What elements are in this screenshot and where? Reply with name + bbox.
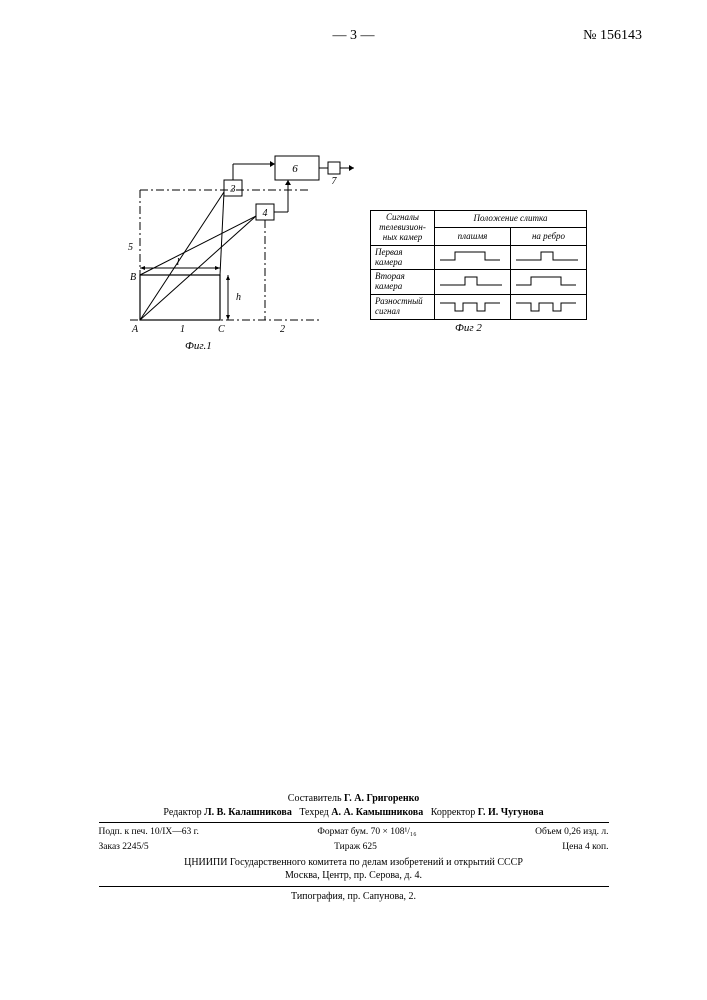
imprint-2b: Тираж 625	[334, 841, 377, 854]
document-number: № 156143	[583, 28, 642, 44]
fig1-caption: Фиг.1	[185, 340, 212, 352]
editor-label: Редактор	[163, 807, 201, 818]
imprint-row-1: Подп. к печ. 10/IX—63 г. Формат бум. 70 …	[99, 826, 609, 839]
signal-r2c2	[511, 270, 587, 295]
label-6: 6	[292, 163, 298, 175]
fig2-caption: Фиг 2	[455, 322, 482, 334]
compiler-label: Составитель	[288, 793, 342, 804]
typography-line: Типография, пр. Сапунова, 2.	[0, 890, 707, 904]
label-A: A	[131, 324, 139, 335]
addr-line: Москва, Центр, пр. Серова, д. 4.	[0, 869, 707, 883]
techred-name: А. А. Камышникова	[331, 807, 423, 818]
fig2-row2-label: Вторая камера	[371, 270, 435, 295]
corrector-name: Г. И. Чугунова	[478, 807, 544, 818]
imprint-2c: Цена 4 коп.	[562, 841, 608, 854]
fig2-row3-label: Разностный сигнал	[371, 295, 435, 320]
signal-r3c1	[435, 295, 511, 320]
imprint-row-2: Заказ 2245/5 Тираж 625 Цена 4 коп.	[99, 841, 609, 854]
label-C: C	[218, 324, 225, 335]
label-2: 2	[280, 324, 285, 335]
label-B: B	[130, 272, 136, 283]
fig2-table: Сигналы телевизион-ных камер Положение с…	[370, 210, 587, 320]
imprint-1a: Подп. к печ. 10/IX—63 г.	[99, 826, 199, 839]
label-h: h	[236, 292, 241, 303]
label-7: 7	[332, 176, 338, 187]
imprint-2a: Заказ 2245/5	[99, 841, 149, 854]
page-number: — 3 —	[333, 28, 375, 44]
signal-r3c2	[511, 295, 587, 320]
signal-r1c1	[435, 245, 511, 270]
imprint-1b: Формат бум. 70 × 108¹/₁₆	[317, 826, 416, 839]
label-1: 1	[180, 324, 185, 335]
imprint-1c: Объем 0,26 изд. л.	[535, 826, 608, 839]
editor-name: Л. В. Калашникова	[204, 807, 292, 818]
fig2-header-left: Сигналы телевизион-ных камер	[371, 211, 435, 246]
label-l: l	[177, 257, 180, 268]
techred-label: Техред	[299, 807, 328, 818]
fig2-row1-label: Первая камера	[371, 245, 435, 270]
fig2-col2: на ребро	[511, 228, 587, 245]
page-header: — 3 — № 156143	[0, 28, 707, 48]
label-4: 4	[263, 208, 268, 219]
signal-r1c2	[511, 245, 587, 270]
label-5: 5	[128, 242, 133, 253]
fig2-col1: плашмя	[435, 228, 511, 245]
corrector-label: Корректор	[431, 807, 476, 818]
signal-r2c1	[435, 270, 511, 295]
divider	[99, 822, 609, 823]
org-line: ЦНИИПИ Государственного комитета по дела…	[0, 856, 707, 870]
figures-area: 6 7 3 4	[110, 150, 630, 370]
fig2-header-top: Положение слитка	[435, 211, 587, 228]
compiler-name: Г. А. Григоренко	[344, 793, 419, 804]
divider	[99, 886, 609, 887]
fig1-diagram: 6 7 3 4	[110, 150, 360, 360]
credits-block: Составитель Г. А. Григоренко Редактор Л.…	[0, 792, 707, 903]
